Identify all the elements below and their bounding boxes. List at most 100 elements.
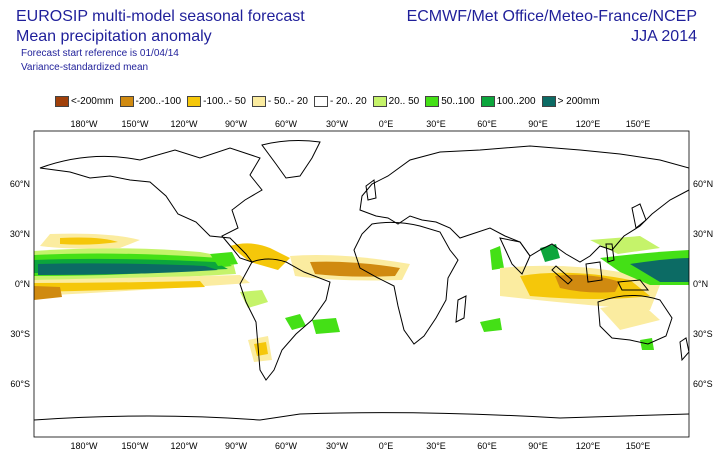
amazon-wet [240,290,268,308]
legend-swatch [372,95,387,107]
madagascar-coast [455,295,467,323]
legend-label: -100..- 50 [203,95,246,107]
legend-item: - 20.. 20 [313,95,367,107]
legend-swatch [313,95,328,107]
north-pacific-dry-core [60,237,118,245]
legend-item: 20.. 50 [372,95,420,107]
west-pacific-warm-pool-core [630,258,689,282]
legend-swatch [541,95,556,107]
color-legend: <-200mm -200..-100 -100..- 50 - 50..- 20 - 2… [55,94,606,108]
legend-label: 20.. 50 [388,95,420,107]
legend-swatch [119,95,134,107]
india-coast [499,237,531,275]
tasman-dry [600,302,660,330]
axis-tick-label: 60°N [10,179,30,189]
south-america-coast [239,258,331,381]
anomaly-shading [34,233,689,362]
axis-tick-label: 90°W [225,441,248,451]
philippines-coast [605,243,615,263]
axis-tick-label: 30°W [326,119,349,129]
new-zealand-coast [679,337,689,362]
axis-tick-label: 60°W [275,119,298,129]
arabian-sea-wet [490,246,504,270]
legend-item: > 200mm [541,95,600,107]
axis-tick-label: 30°S [693,329,713,339]
axis-tick-label: 120°E [576,119,601,129]
legend-label: - 20.. 20 [329,95,367,107]
axis-tick-label: 30°E [426,119,446,129]
axis-tick-label: 0°E [379,119,394,129]
legend-item: - 50..- 20 [251,95,308,107]
axis-tick-label: 0°E [379,441,394,451]
south-indian-wet [480,318,502,332]
axis-tick-label: 90°E [528,441,548,451]
longitude-labels-bottom: 180°W 150°W 120°W 90°W 60°W 30°W 0°E 30°E 60°E 90… [70,441,650,451]
longitude-labels-top: 180°W 150°W 120°W 90°W 60°W 30°W 0°E 30°E 60°E 90… [70,119,650,129]
legend-label: 50..100 [441,95,475,107]
pacific-itcz-heavy-core [38,263,218,275]
legend-swatch [55,95,69,107]
legend-item: 50..100 [425,95,475,107]
legend-item: <-200mm [55,95,114,107]
axis-tick-label: 60°N [693,179,713,189]
pacific-dry-core [34,281,205,292]
legend-label: > 200mm [557,95,600,107]
sumatra-coast [551,265,573,285]
axis-tick-label: 30°W [326,441,349,451]
japan-coast [631,203,647,229]
axis-tick-label: 180°W [70,119,98,129]
africa-coast [353,221,459,345]
axis-tick-label: 150°E [626,441,651,451]
forecast-start-reference: Forecast start reference is 01/04/14 [21,48,179,59]
legend-label: <-200mm [71,95,114,107]
borneo-coast [585,261,603,283]
axis-tick-label: 150°E [626,119,651,129]
central-america-wet [210,252,238,266]
axis-tick-label: 60°E [477,441,497,451]
axis-tick-label: 150°W [121,119,149,129]
coastlines [34,140,689,421]
eurasia-coast [359,145,689,263]
axis-tick-label: 150°W [121,441,149,451]
latitude-labels-left: 60°N 30°N 0°N 30°S 60°S [10,179,30,389]
legend-label: -200..-100 [135,95,182,107]
south-atlantic-wet [285,314,306,330]
legend-label: - 50..- 20 [267,95,308,107]
tropical-atlantic-dry-core [310,261,400,277]
season-label: JJA 2014 [631,28,697,45]
latitude-labels-right: 60°N 30°N 0°N 30°S 60°S [693,179,713,389]
new-guinea-coast [617,279,650,291]
caribbean-dry [230,243,290,270]
axis-tick-label: 0°N [15,279,30,289]
greenland-coast [261,140,321,179]
map-title-line-2: Mean precipitation anomaly [16,28,212,45]
axis-tick-label: 90°E [528,119,548,129]
axis-tick-label: 120°E [576,441,601,451]
north-america-coast [39,147,263,263]
axis-tick-label: 30°N [693,229,713,239]
axis-tick-label: 90°W [225,119,248,129]
legend-label: 100..200 [496,95,536,107]
axis-tick-label: 120°W [170,119,198,129]
legend-item: -100..- 50 [187,95,246,107]
axis-tick-label: 60°E [477,119,497,129]
west-pacific-dry [34,286,62,300]
axis-tick-label: 30°S [10,329,30,339]
axis-tick-label: 60°S [693,379,713,389]
axis-tick-label: 30°E [426,441,446,451]
australia-coast [597,294,673,345]
legend-swatch [251,95,266,107]
axis-tick-label: 60°W [275,441,298,451]
legend-swatch [480,95,495,107]
map-frame [33,130,690,438]
method-note: Variance-standardized mean [21,62,149,73]
british-isles-coast [365,179,377,201]
legend-swatch [187,95,202,107]
legend-item: -200..-100 [119,95,182,107]
antarctica-coast [34,412,689,421]
legend-swatch [425,95,440,107]
legend-item: 100..200 [480,95,536,107]
south-atlantic-wet-2 [312,318,340,334]
map-title: EUROSIP multi-model seasonal forecast [16,8,305,25]
